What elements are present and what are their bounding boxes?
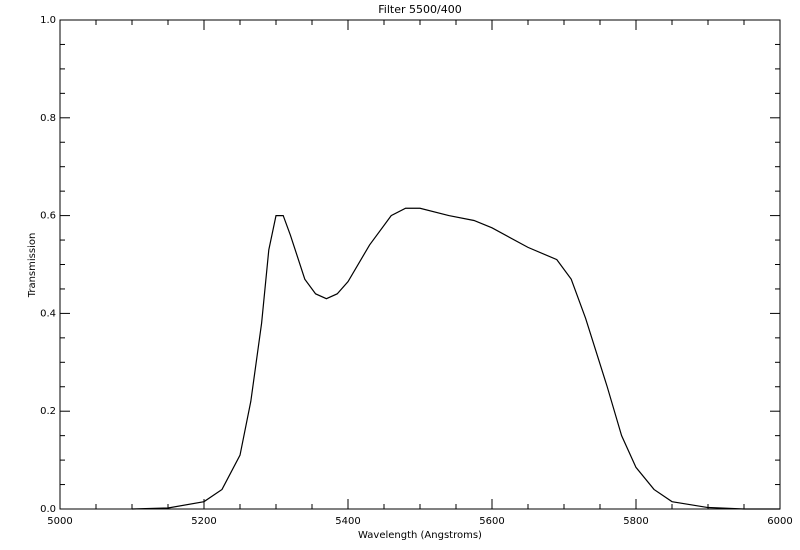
y-tick-label: 0.4: [40, 308, 56, 319]
x-tick-label: 5400: [335, 516, 360, 527]
chart-title: Filter 5500/400: [378, 3, 461, 16]
y-tick-label: 0.8: [40, 113, 56, 124]
x-tick-label: 5800: [623, 516, 648, 527]
y-tick-label: 1.0: [40, 15, 56, 26]
x-axis-label: Wavelength (Angstroms): [358, 530, 482, 541]
x-tick-label: 5200: [191, 516, 216, 527]
x-tick-label: 5600: [479, 516, 504, 527]
y-tick-label: 0.2: [40, 406, 56, 417]
data-line: [131, 207, 780, 510]
y-tick-label: 0.6: [40, 211, 56, 222]
x-tick-label: 5000: [47, 516, 72, 527]
y-axis-label: Transmission: [27, 233, 38, 299]
y-tick-label: 0.0: [40, 504, 56, 515]
x-tick-label: 6000: [767, 516, 792, 527]
